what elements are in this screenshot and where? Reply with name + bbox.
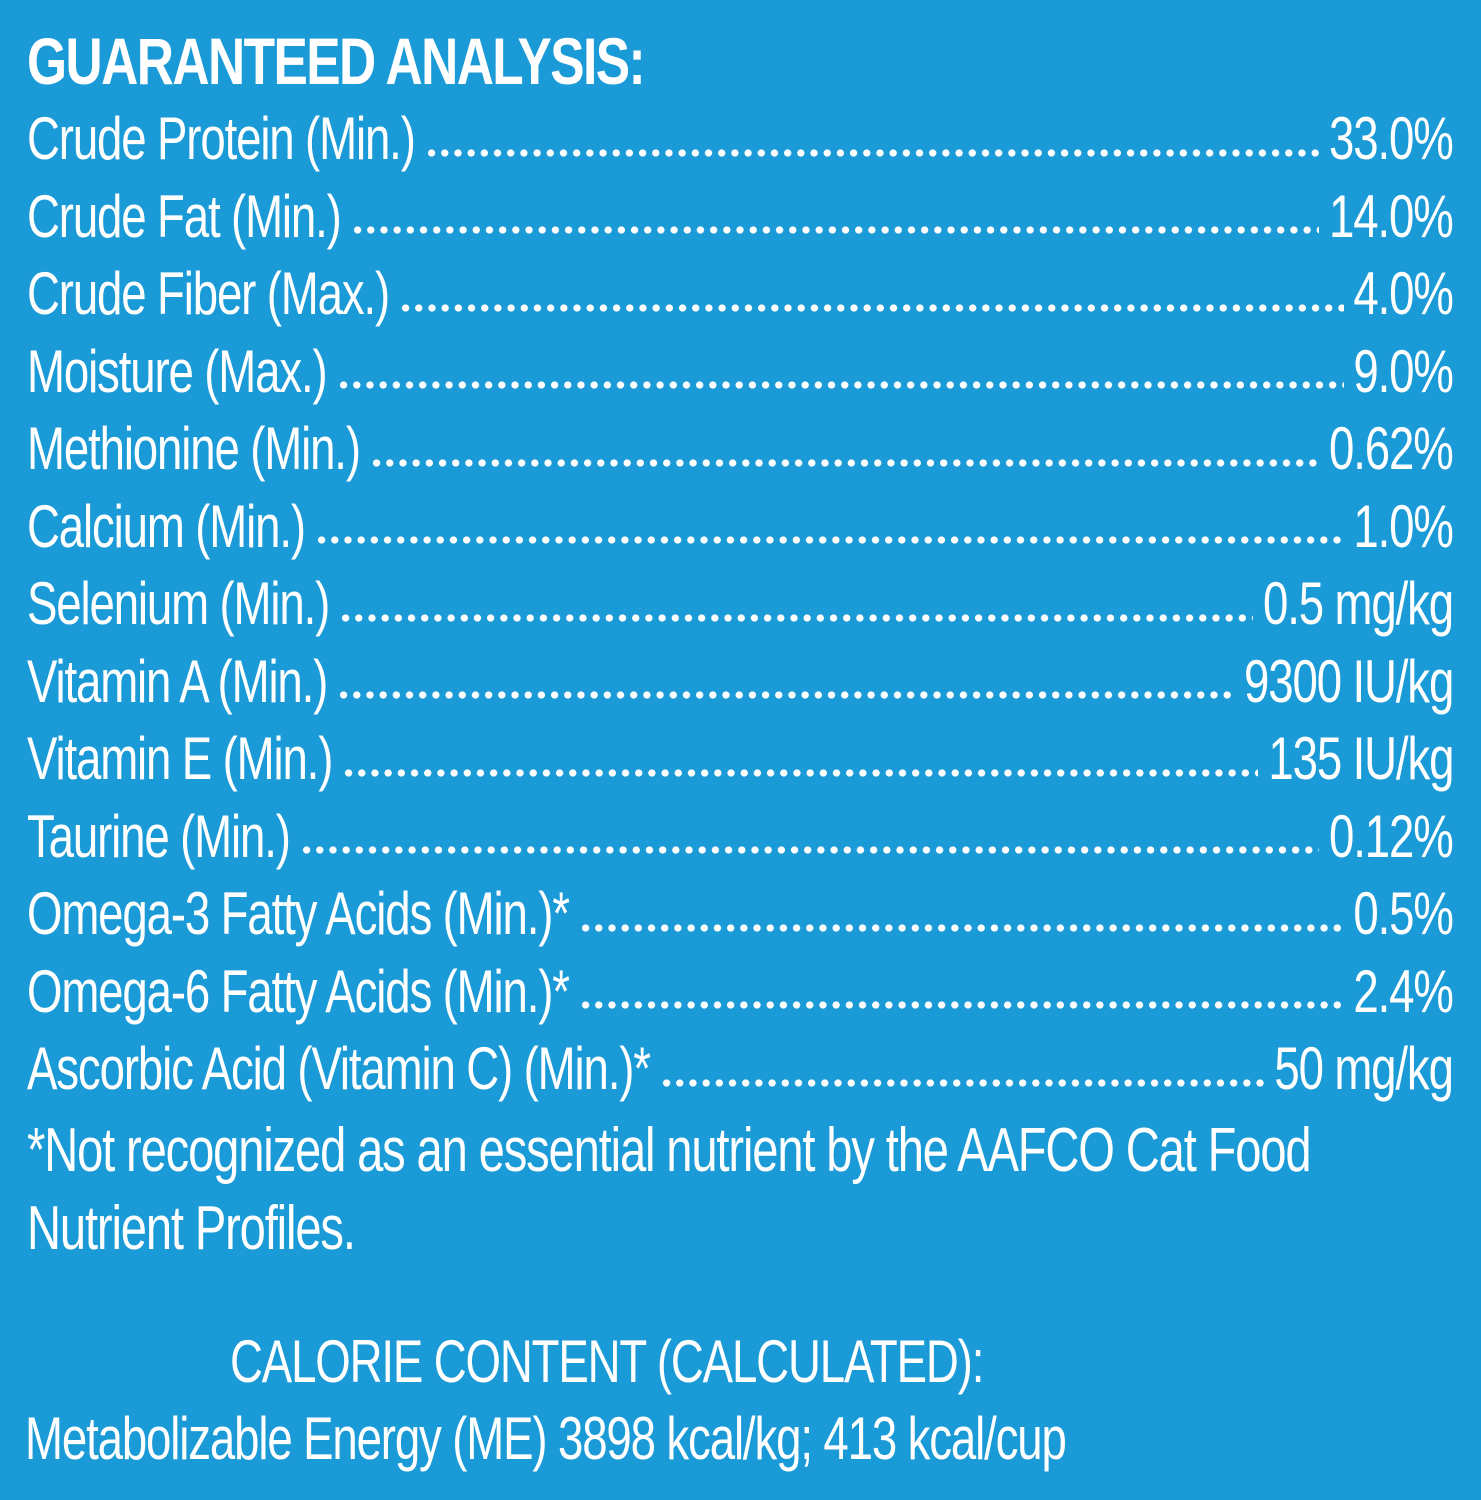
nutrient-label: Omega-3 Fatty Acids (Min.)* — [27, 880, 570, 947]
footnote-line: Nutrient Profiles. — [27, 1194, 356, 1263]
nutrient-value: 4.0% — [1353, 260, 1455, 327]
nutrient-value: 9300 IU/kg — [1243, 647, 1454, 715]
nutrient-label: Moisture (Max.) — [27, 337, 328, 405]
calorie-content-text: Metabolizable Energy (ME) 3898 kcal/kg; … — [25, 1405, 1067, 1472]
dot-leader — [369, 457, 1320, 468]
analysis-row: Omega-6 Fatty Acids (Min.)* 2.4% — [27, 953, 1455, 1031]
dot-leader — [578, 922, 1344, 933]
dot-leader — [339, 612, 1254, 623]
dot-leader — [424, 147, 1320, 158]
nutrient-value: 1.0% — [1353, 492, 1455, 560]
nutrient-value: 0.5% — [1353, 880, 1455, 947]
analysis-table: Crude Protein (Min.) 33.0% Crude Fat (Mi… — [27, 100, 1455, 1108]
analysis-row: Taurine (Min.) 0.12% — [27, 798, 1454, 876]
nutrient-label: Crude Fiber (Max.) — [27, 260, 390, 327]
footnote: *Not recognized as an essential nutrient… — [27, 1112, 1441, 1268]
dot-leader — [578, 1000, 1344, 1011]
nutrient-label: Omega-6 Fatty Acids (Min.)* — [27, 957, 570, 1025]
nutrient-label: Vitamin A (Min.) — [27, 647, 328, 715]
analysis-row: Vitamin A (Min.) 9300 IU/kg — [27, 643, 1454, 721]
dot-leader — [336, 380, 1344, 391]
nutrient-value: 0.62% — [1329, 415, 1454, 482]
nutrient-value: 33.0% — [1329, 105, 1454, 172]
nutrient-label: Vitamin E (Min.) — [27, 725, 333, 792]
analysis-row: Vitamin E (Min.) 135 IU/kg — [27, 720, 1454, 798]
nutrient-value: 135 IU/kg — [1268, 725, 1454, 792]
analysis-row: Crude Fiber (Max.) 4.0% — [27, 255, 1455, 333]
nutrient-value: 14.0% — [1329, 182, 1454, 250]
nutrient-label: Taurine (Min.) — [27, 802, 291, 870]
guaranteed-analysis-title: GUARANTEED ANALYSIS: — [27, 24, 646, 98]
analysis-row: Crude Protein (Min.) 33.0% — [27, 100, 1454, 178]
nutrient-label: Calcium (Min.) — [27, 492, 306, 560]
dot-leader — [337, 690, 1234, 701]
nutrient-label: Crude Protein (Min.) — [27, 105, 416, 172]
calorie-content-title: CALORIE CONTENT (CALCULATED): — [230, 1328, 984, 1395]
dot-leader — [299, 845, 1320, 856]
nutrient-value: 0.12% — [1329, 802, 1454, 870]
nutrient-value: 9.0% — [1353, 337, 1455, 405]
analysis-row: Crude Fat (Min.) 14.0% — [27, 178, 1454, 256]
nutrient-label: Selenium (Min.) — [27, 570, 330, 637]
analysis-row: Ascorbic Acid (Vitamin C) (Min.)* 50 mg/… — [27, 1030, 1455, 1108]
footnote-line: *Not recognized as an essential nutrient… — [27, 1116, 1312, 1185]
nutrient-value: 50 mg/kg — [1274, 1035, 1455, 1102]
nutrient-label: Methionine (Min.) — [27, 415, 361, 482]
nutrient-label: Ascorbic Acid (Vitamin C) (Min.)* — [27, 1035, 651, 1102]
analysis-row: Omega-3 Fatty Acids (Min.)* 0.5% — [27, 875, 1455, 953]
analysis-row: Selenium (Min.) 0.5 mg/kg — [27, 565, 1454, 643]
dot-leader — [399, 302, 1344, 313]
dot-leader — [342, 767, 1259, 778]
analysis-row: Methionine (Min.) 0.62% — [27, 410, 1454, 488]
analysis-row: Moisture (Max.) 9.0% — [27, 333, 1455, 411]
dot-leader — [314, 535, 1344, 546]
dot-leader — [350, 225, 1320, 236]
nutrient-value: 0.5 mg/kg — [1263, 570, 1454, 637]
nutrient-value: 2.4% — [1353, 957, 1455, 1025]
analysis-row: Calcium (Min.) 1.0% — [27, 488, 1455, 566]
dot-leader — [659, 1077, 1265, 1088]
nutrient-label: Crude Fat (Min.) — [27, 182, 342, 250]
